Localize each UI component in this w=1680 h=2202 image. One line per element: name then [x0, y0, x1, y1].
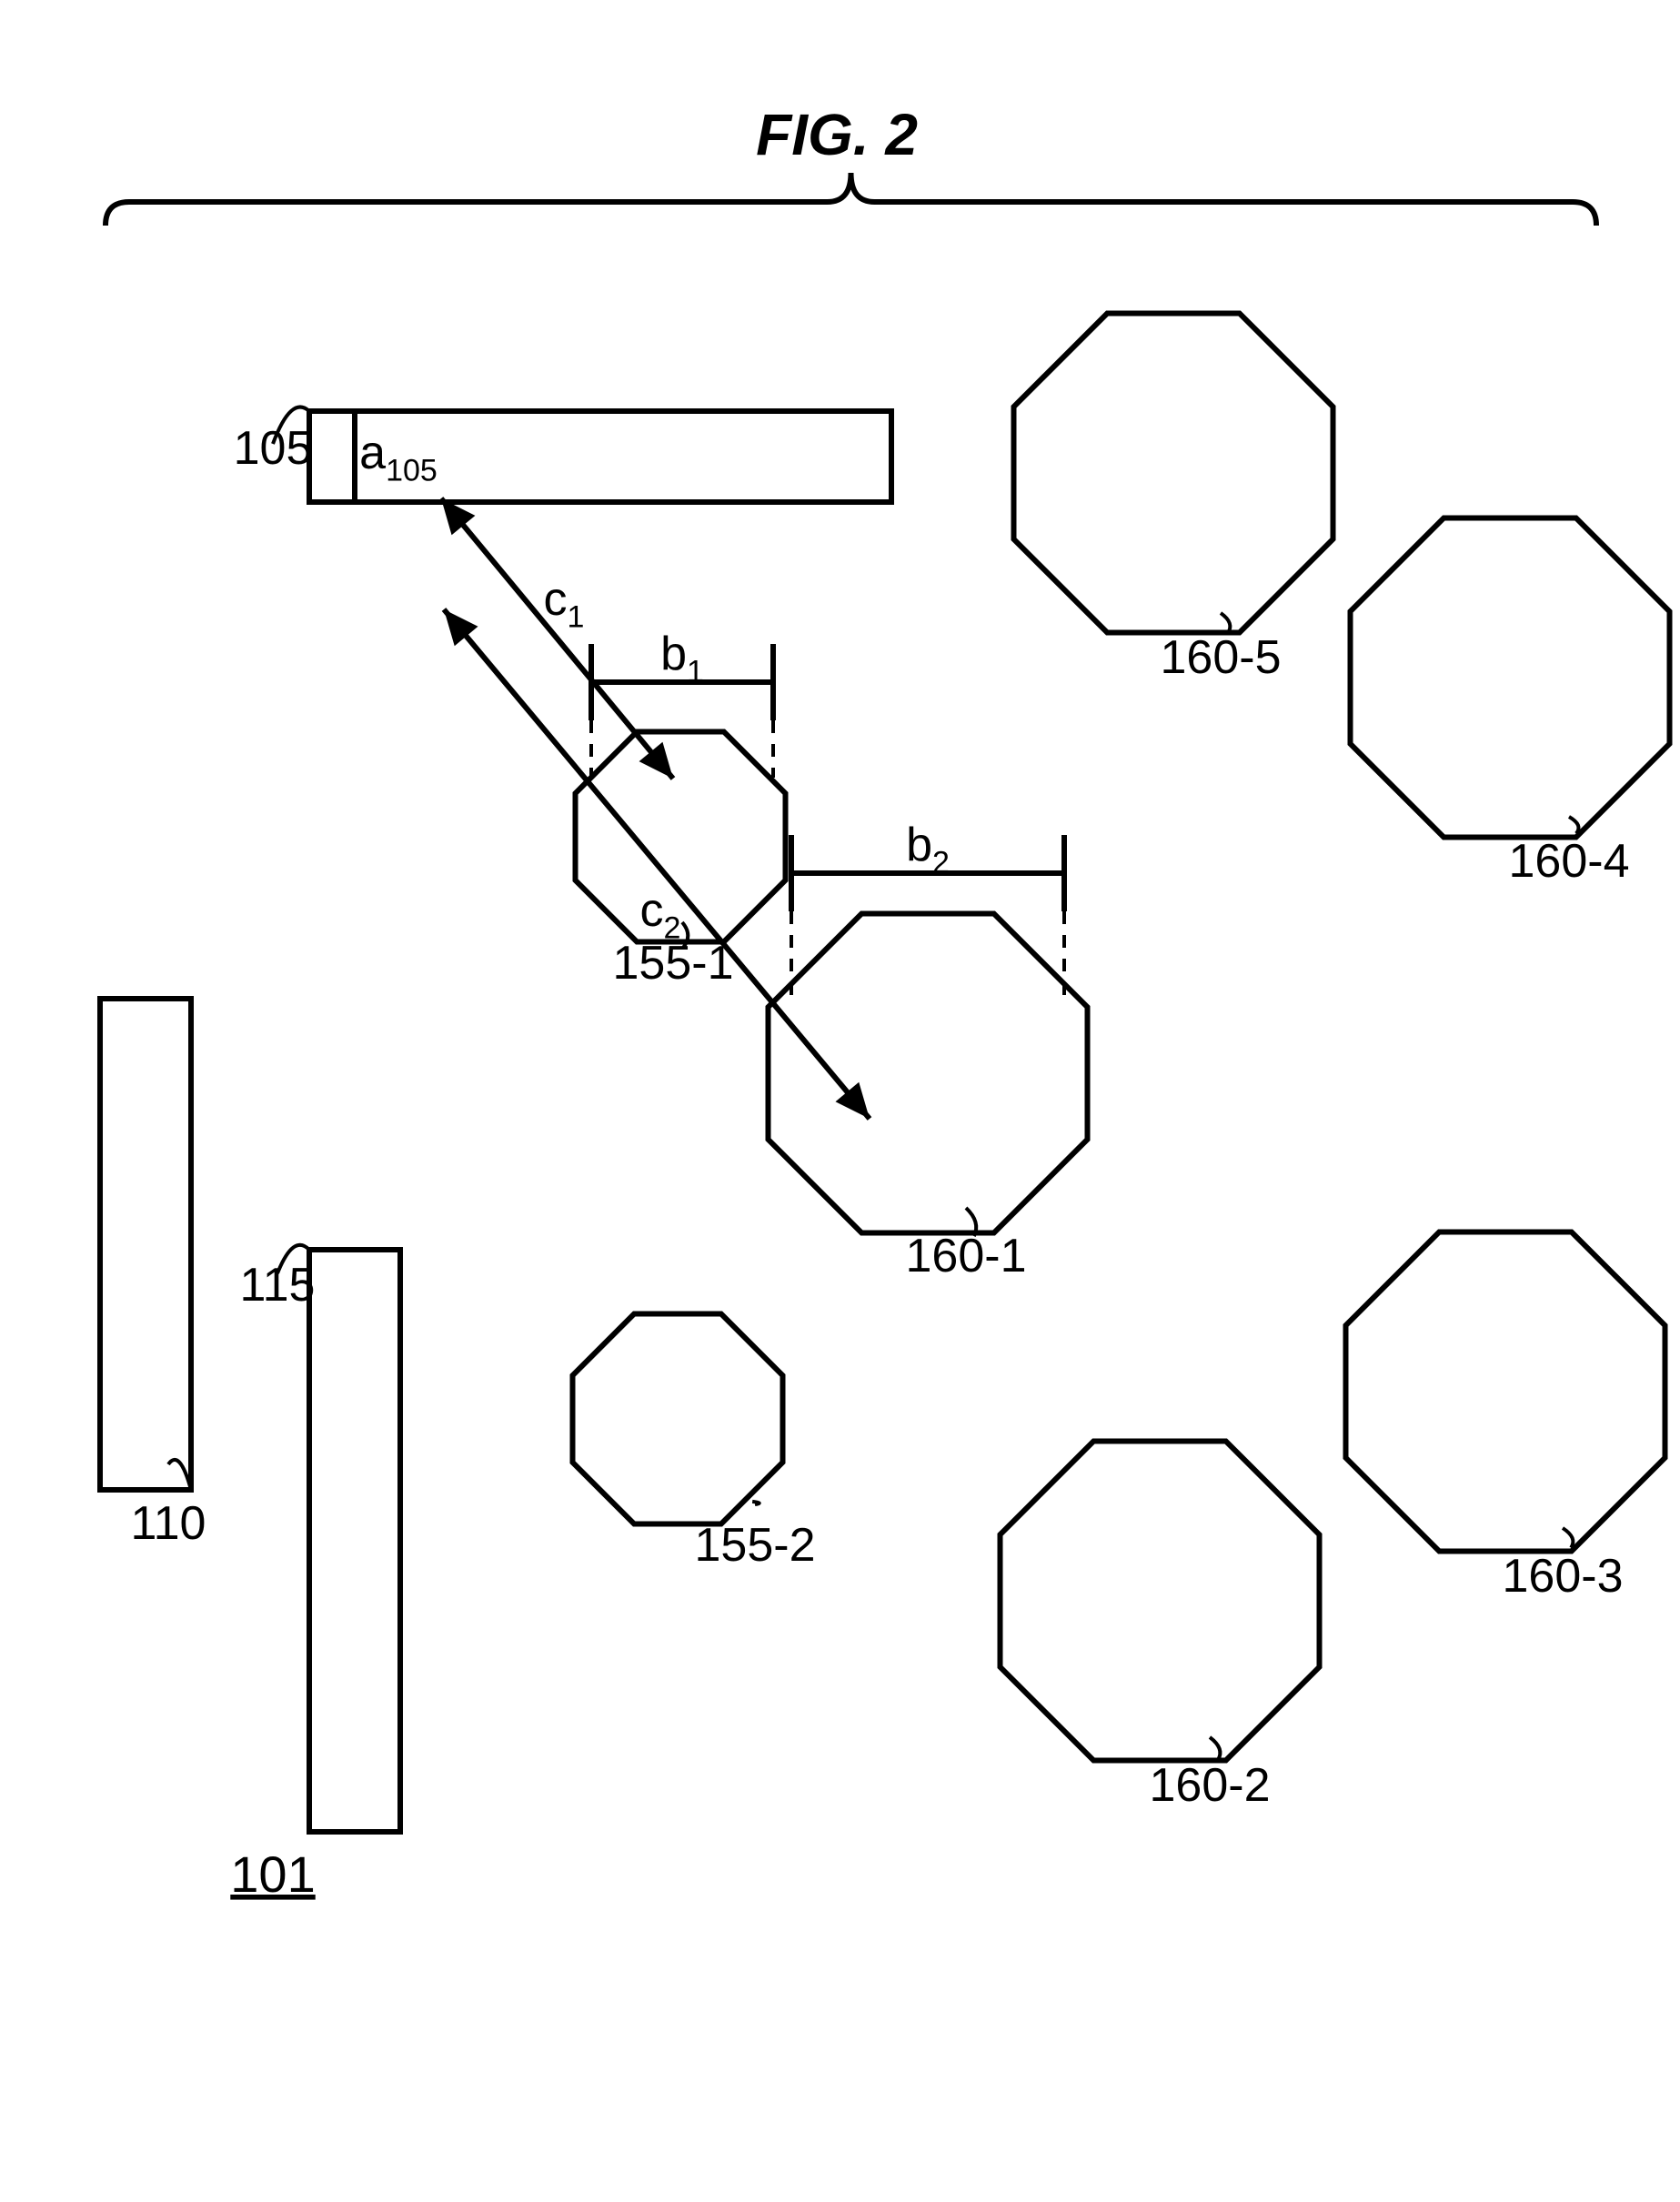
- label-160-4: 160-4: [1509, 835, 1630, 888]
- label-110: 110: [131, 1497, 206, 1550]
- dim-b2: b2: [906, 819, 950, 880]
- label-105: 105: [234, 422, 313, 475]
- label-115: 115: [240, 1259, 316, 1312]
- figure-canvas: FIG. 2101105110115a105155-1155-2160-1160…: [0, 0, 1680, 2202]
- label-160-2: 160-2: [1150, 1759, 1271, 1812]
- ref-101: 101: [230, 1845, 315, 1903]
- rect-115: [309, 1250, 400, 1832]
- dim-c1: c1: [544, 573, 585, 635]
- dim-b1: b1: [660, 628, 704, 689]
- octagon-160-4: [1351, 518, 1670, 838]
- figure-title: FIG. 2: [756, 102, 918, 167]
- rect-110: [100, 999, 191, 1490]
- octagon-160-3: [1346, 1232, 1665, 1552]
- octagon-160-2: [1001, 1442, 1320, 1761]
- figure-brace: [106, 173, 1596, 226]
- label-160-1: 160-1: [906, 1230, 1027, 1282]
- octagon-155-2: [573, 1314, 783, 1524]
- label-160-3: 160-3: [1503, 1550, 1624, 1603]
- label-155-2: 155-2: [695, 1519, 816, 1572]
- octagon-160-5: [1014, 314, 1333, 633]
- label-160-5: 160-5: [1161, 631, 1282, 684]
- dim-c2: c2: [640, 884, 681, 946]
- dim-a105: a105: [359, 427, 438, 488]
- octagon-160-1: [769, 914, 1088, 1233]
